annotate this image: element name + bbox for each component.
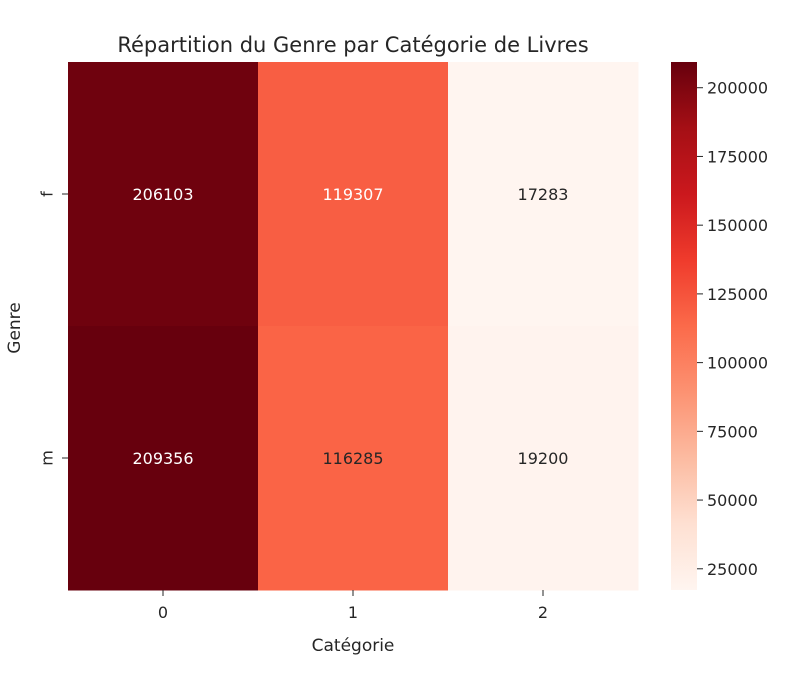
colorbar-tick-label: 25000 — [707, 560, 758, 579]
colorbar-tick-label: 200000 — [707, 79, 768, 98]
heatmap-cell — [448, 62, 639, 327]
x-tick-label: 2 — [538, 603, 548, 622]
heatmap-cells — [68, 62, 639, 591]
x-axis: 0 1 2 — [158, 590, 548, 622]
heatmap-cell — [68, 62, 259, 327]
heatmap-cell — [258, 62, 449, 327]
heatmap-cell-value: 17283 — [518, 185, 569, 204]
colorbar-tick-label: 50000 — [707, 491, 758, 510]
colorbar-tick-label: 175000 — [707, 147, 768, 166]
heatmap-cell-value: 206103 — [132, 185, 193, 204]
x-tick-label: 1 — [348, 603, 358, 622]
x-tick-label: 0 — [158, 603, 168, 622]
heatmap-cell-value: 116285 — [322, 449, 383, 468]
y-axis: fm — [38, 191, 68, 466]
heatmap-cell — [68, 326, 259, 591]
y-axis-label: Genre — [5, 302, 25, 353]
heatmap-cell-value: 119307 — [322, 185, 383, 204]
chart-title: Répartition du Genre par Catégorie de Li… — [117, 33, 588, 57]
colorbar-tick-label: 75000 — [707, 422, 758, 441]
y-tick-label: m — [38, 450, 57, 466]
colorbar-tick-label: 125000 — [707, 285, 768, 304]
y-tick-label: f — [38, 191, 57, 197]
colorbar-tick-label: 100000 — [707, 354, 768, 373]
x-axis-label: Catégorie — [312, 636, 395, 656]
heatmap-cell-value: 19200 — [518, 449, 569, 468]
heatmap-cell-labels: 206103 119307 17283 209356 116285 19200 — [132, 185, 568, 468]
colorbar — [671, 62, 697, 590]
heatmap-cell — [258, 326, 449, 591]
colorbar-axis: 25000 50000 75000 100000 125000 150000 175000 2… — [697, 79, 768, 579]
heatmap-cell-value: 209356 — [132, 449, 193, 468]
heatmap-cell — [448, 326, 639, 591]
colorbar-tick-label: 150000 — [707, 216, 768, 235]
